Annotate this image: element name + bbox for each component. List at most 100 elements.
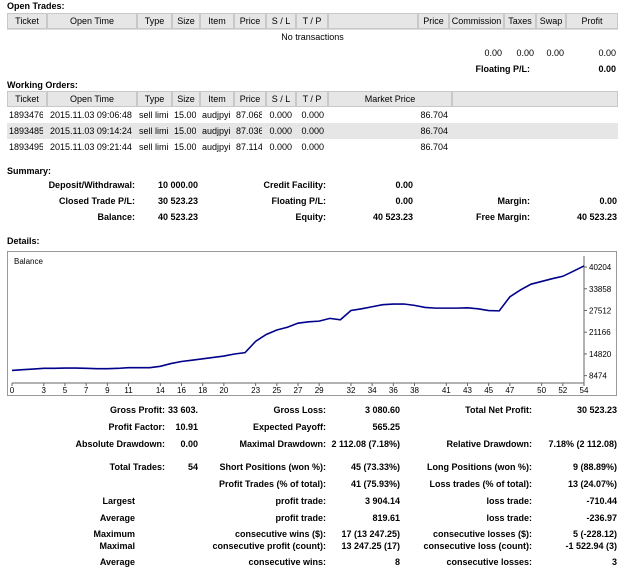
- balance-line: [11, 265, 585, 372]
- details-value: 33 603.83: [168, 405, 198, 415]
- y-tick-label: 27512: [589, 306, 612, 315]
- table-header: T / P: [296, 91, 328, 107]
- total: 0.00: [516, 48, 534, 58]
- order-cell: audjpyi: [202, 142, 230, 152]
- details-value: 41 (75.93%): [350, 479, 400, 489]
- chart-frame: 8474 14820 21166 27512 33858 40204 0 3 5 7 9 11 14 16…: [7, 251, 617, 396]
- order-cell: 2015.11.03 09:21:44: [50, 142, 132, 152]
- details-label: loss trade:: [486, 496, 532, 506]
- details-label: Profit Trades (% of total):: [218, 479, 326, 489]
- table-header: Price: [234, 13, 266, 29]
- summary-value: 30 523.23: [157, 196, 198, 206]
- details-value: -236.97: [586, 513, 617, 523]
- order-cell: 18934957: [9, 142, 43, 152]
- order-cell: 0.000: [269, 110, 292, 120]
- order-cell: 0.000: [301, 142, 324, 152]
- table-header: Size: [172, 13, 200, 29]
- table-header: Ticket: [7, 13, 47, 29]
- y-tick-label: 33858: [589, 285, 612, 294]
- details-label: Short Positions (won %):: [219, 462, 327, 472]
- details-label: profit trade:: [275, 496, 327, 506]
- table-header: Market Price: [328, 91, 452, 107]
- table-header: Profit: [566, 13, 618, 29]
- details-value: 5 (-228.12): [572, 529, 617, 539]
- table-header: Item: [200, 13, 234, 29]
- order-cell: 0.000: [269, 126, 292, 136]
- details-value: 819.61: [372, 513, 400, 523]
- details-label: Maximal Drawdown:: [239, 439, 326, 449]
- details-value: 54: [187, 462, 198, 472]
- section-title: Summary:: [7, 166, 52, 176]
- table-header: Type: [137, 13, 172, 29]
- x-tick-label: 47: [505, 386, 514, 395]
- table-header: Type: [137, 91, 172, 107]
- table-header: Price: [418, 13, 449, 29]
- order-cell: 87.068: [236, 110, 262, 120]
- x-tick-label: 7: [84, 386, 89, 395]
- details-label: Loss trades (% of total):: [429, 479, 532, 489]
- details-label: consecutive wins:: [248, 557, 326, 567]
- order-cell: 15.00: [174, 110, 196, 120]
- y-tick-label: 8474: [589, 372, 607, 381]
- summary-value: 0.00: [395, 180, 413, 190]
- details-value: -710.44: [586, 496, 617, 506]
- details-label: Maximum: [93, 529, 135, 539]
- details-value: -1 522.94 (3): [565, 541, 617, 551]
- order-cell: 0.000: [301, 110, 324, 120]
- order-cell: 87.036: [236, 126, 262, 136]
- table-header: Price: [234, 91, 266, 107]
- x-tick-label: 43: [463, 386, 472, 395]
- details-value: 45 (73.33%): [350, 462, 400, 472]
- table-header: T / P: [296, 13, 328, 29]
- table-header: S / L: [266, 91, 296, 107]
- details-value: 13 247.25 (17): [341, 541, 400, 551]
- row-highlight: [7, 123, 618, 139]
- y-tick-label: 14820: [589, 350, 612, 359]
- order-cell: audjpyi: [202, 110, 230, 120]
- x-tick-label: 45: [484, 386, 493, 395]
- details-value: 10.91: [175, 422, 198, 432]
- summary-value: 10 000.00: [157, 180, 198, 190]
- details-label: Relative Drawdown:: [446, 439, 532, 449]
- order-cell: 2015.11.03 09:14:24: [50, 126, 132, 136]
- y-tick-label: 40204: [589, 263, 612, 272]
- table-header: Taxes: [504, 13, 536, 29]
- order-cell: 0.000: [269, 142, 292, 152]
- x-tick-label: 41: [442, 386, 451, 395]
- details-label: consecutive loss (count):: [423, 541, 532, 551]
- balance-chart: 8474 14820 21166 27512 33858 40204 0 3 5 7 9 11 14 16…: [10, 256, 612, 395]
- summary-label: Margin:: [497, 196, 531, 206]
- details-value: 13 (24.07%): [567, 479, 617, 489]
- details-label: Expected Payoff:: [252, 422, 326, 432]
- details-label: Gross Profit:: [109, 405, 165, 415]
- x-tick-label: 29: [315, 386, 324, 395]
- summary-label: Floating P/L:: [271, 196, 327, 206]
- summary-label: Closed Trade P/L:: [58, 196, 135, 206]
- empty-message: No transactions: [281, 32, 344, 42]
- details-value: 30 523.23: [576, 405, 617, 415]
- order-cell: 86.704: [420, 126, 448, 136]
- table-header: Open Time: [47, 91, 137, 107]
- details-label: consecutive profit (count):: [212, 541, 326, 551]
- x-tick-label: 20: [219, 386, 228, 395]
- summary-value: 40 523.23: [157, 212, 198, 222]
- details-value: 0.00: [180, 439, 198, 449]
- details-label: consecutive losses:: [446, 557, 532, 567]
- details-value: 3: [611, 557, 617, 567]
- x-tick-label: 36: [389, 386, 398, 395]
- details-value: 2 112.08 (7.18%): [331, 439, 400, 449]
- x-tick-label: 14: [156, 386, 165, 395]
- total: 0.00: [546, 48, 564, 58]
- x-tick-label: 32: [347, 386, 356, 395]
- x-tick-label: 34: [368, 386, 377, 395]
- order-cell: 2015.11.03 09:06:48: [50, 110, 132, 120]
- order-cell: sell limit: [139, 126, 168, 136]
- order-cell: 15.00: [174, 142, 196, 152]
- details-label: Average: [99, 513, 135, 523]
- order-cell: 86.704: [420, 110, 448, 120]
- summary-label: Deposit/Withdrawal:: [48, 180, 135, 190]
- details-value: 17 (13 247.25): [341, 529, 400, 539]
- details-label: loss trade:: [486, 513, 532, 523]
- x-tick-label: 27: [294, 386, 303, 395]
